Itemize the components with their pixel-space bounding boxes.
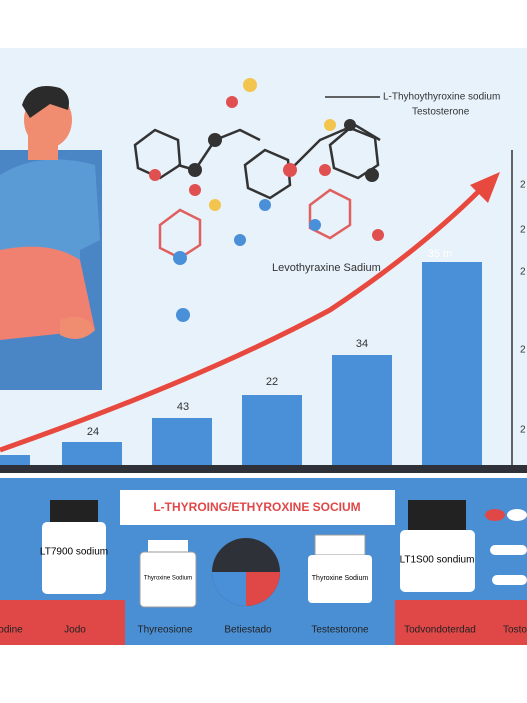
bars (0, 262, 482, 470)
atoms (149, 78, 384, 322)
pie-icon (212, 538, 280, 606)
person (0, 86, 102, 390)
footer-label: Todvondoterdad (404, 625, 476, 636)
footer-label: Thyreosione (137, 625, 192, 636)
axis-tick-label: 2 (520, 425, 526, 436)
arrow-head (470, 172, 500, 203)
pills (485, 509, 527, 585)
baseline (0, 465, 527, 473)
bar-label: 43 (177, 401, 189, 413)
legend-label: L-Thyhoythyroxine sodium (383, 92, 500, 103)
bottle: LT1S00 sondium (400, 500, 475, 592)
bottle-label: LT7900 sodium (40, 547, 108, 558)
molecule-label: Levothyraxine Sadium (272, 262, 381, 274)
bottle-label: Thyroxine Sodium (144, 576, 192, 582)
bottle-label: LT1S00 sondium (400, 555, 475, 566)
footer-label: Tosto (503, 625, 527, 636)
bar-label: 24 (87, 426, 99, 438)
bar-label: 34 (356, 338, 368, 350)
bar-label: 35 m (428, 248, 452, 260)
bottle-label: Thyroxine Sodium (312, 575, 369, 582)
stripe (395, 600, 527, 645)
footer-label: Testestorone (311, 625, 369, 636)
footer-label: Jodo (64, 625, 86, 636)
banner (120, 490, 395, 525)
axis-tick-label: 2 (520, 345, 526, 356)
axis-tick-label: 2 (520, 225, 526, 236)
banner-title: L-THYROING/ETHYROXINE SOCIUM (153, 500, 360, 514)
footer-label: Jodine (0, 625, 23, 636)
footer-label: Betiestado (224, 625, 272, 636)
legend-label: Testosterone (412, 107, 470, 118)
bar-label: 22 (266, 376, 278, 388)
bottle: Thyroxine Sodium (308, 534, 372, 603)
bottle: Thyroxine Sodium (139, 540, 197, 608)
bottle: LT7900 sodium (40, 500, 108, 594)
stripe (0, 600, 125, 645)
axis-tick-label: 2 (520, 267, 526, 278)
axis-tick-label: 2 (520, 180, 526, 191)
trend-arrow (0, 188, 482, 453)
